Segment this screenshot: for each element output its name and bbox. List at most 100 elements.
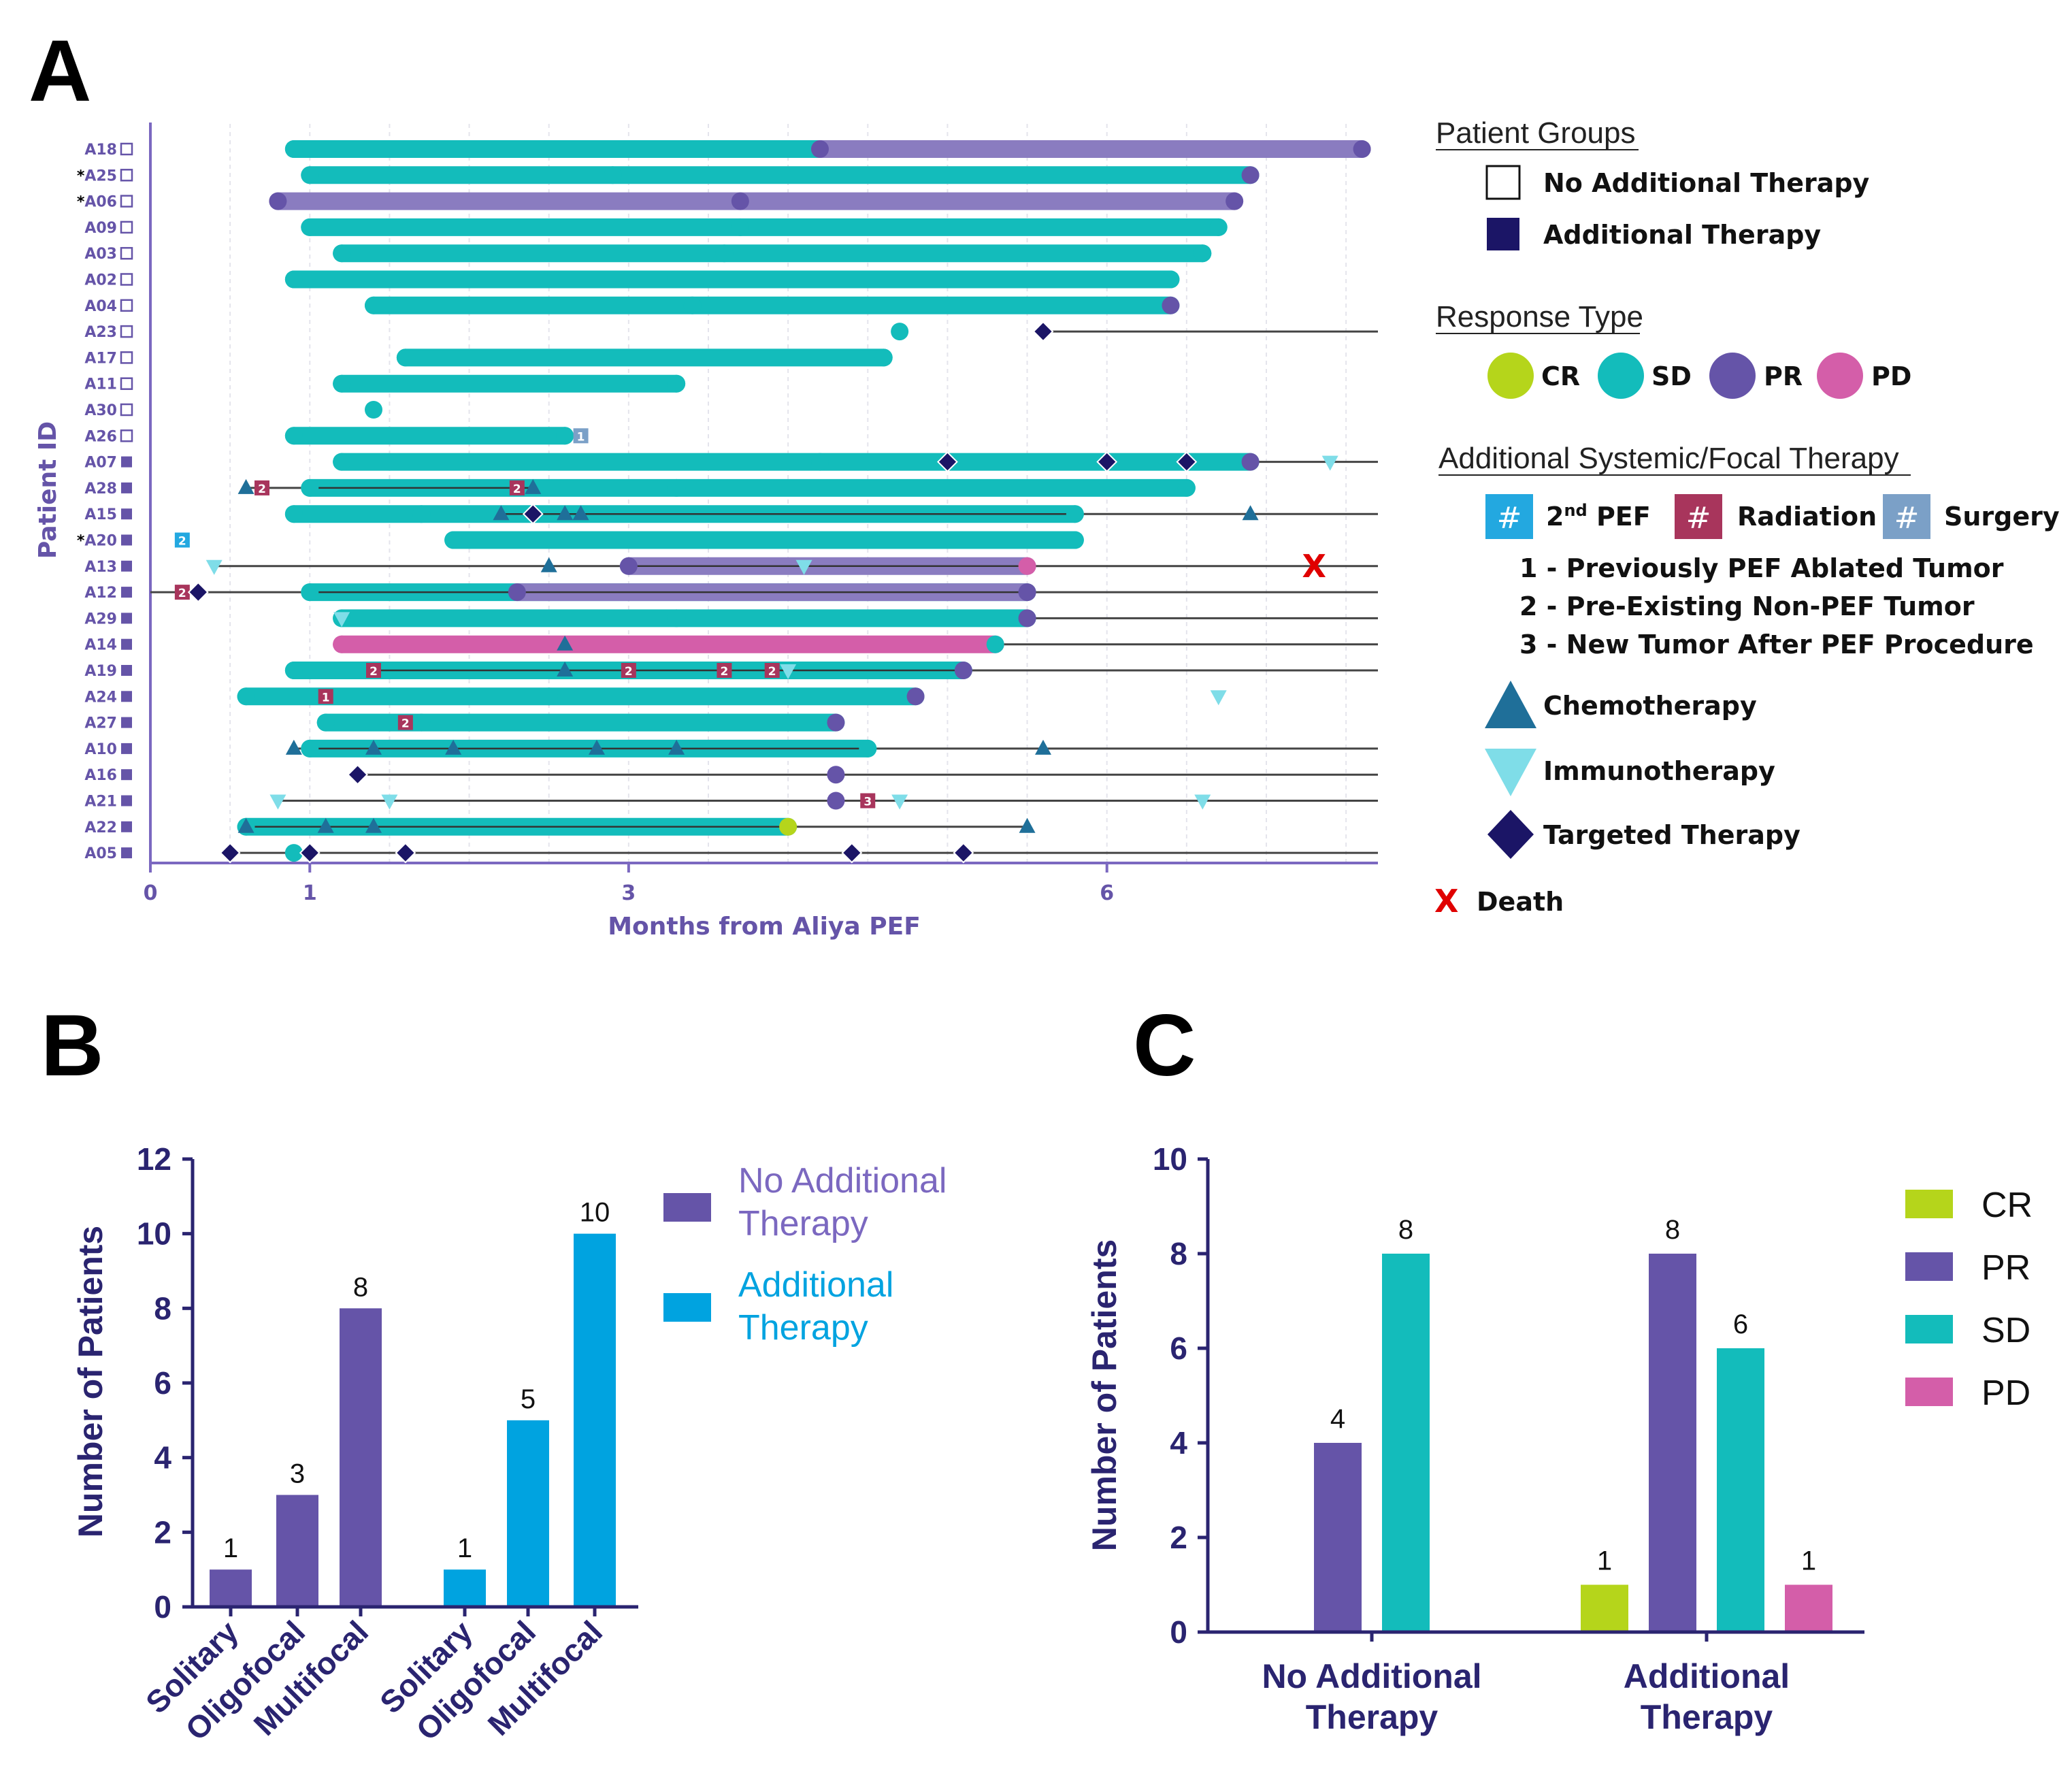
y-tick-label: 10 [137,1216,171,1252]
y-ticks: 0 2 4 6 8 10 [1153,1141,1208,1650]
legend-no-additional-line1: No Additional [738,1161,947,1201]
immunotherapy-marker [381,794,398,810]
targeted-therapy-marker [937,451,958,473]
response-dot-pr [827,713,845,732]
patient-id-label: A26 [84,428,117,445]
response-dot-pr [1353,140,1371,158]
group-marker-additional [121,743,132,754]
response-dot-pr [1226,192,1244,210]
patient-row-a06: *A06 [77,192,1244,211]
response-dot-sd [333,244,351,263]
legend-note-1: 1 - Previously PEF Ablated Tumor [1519,553,2004,583]
patient-id-label: A09 [84,220,117,237]
group-label-no-additional-1: No Additional [1262,1657,1481,1695]
legend-swatch-cr [1905,1190,1953,1218]
response-dot-sd [396,348,414,367]
radiation-marker [366,663,381,678]
response-dot-pr [619,557,638,575]
second-pef-icon [1485,494,1533,539]
legend-response-title: Response Type [1436,300,1643,333]
patient-id-label: A03 [84,246,117,263]
bar-value-label: 8 [1398,1215,1413,1245]
radiation-marker [860,793,876,809]
bars: 1Solitary3Oligofocal8Multifocal1Solitary… [139,1198,616,1747]
immunotherapy-marker [269,794,286,810]
legend-sd: SD [1651,361,1692,391]
legend-a: Patient Groups No Additional Therapy Add… [1434,116,2060,919]
y-tick-label: 4 [1170,1425,1187,1461]
patient-id-label: A19 [84,663,117,680]
response-dot-sd [301,739,319,757]
patient-id-label: A02 [84,272,117,289]
legend-pr: PR [1764,361,1803,391]
immunotherapy-marker [795,559,812,575]
group-marker-additional [121,638,132,650]
legend-chemotherapy: Chemotherapy [1543,691,1757,721]
response-dot-sd [683,296,702,314]
response-dot-sd [365,401,382,419]
bar-pd [1785,1584,1832,1632]
targeted-therapy-marker [347,764,368,785]
group-label-additional-2: Therapy [1641,1698,1773,1736]
bar-sd [1382,1254,1430,1632]
response-dot-sd [412,713,431,732]
group-marker-additional [121,560,132,572]
y-tick-label: 2 [1170,1520,1187,1555]
group-marker-additional [121,508,132,520]
group-marker-additional [121,456,132,468]
chemotherapy-marker [525,478,542,494]
response-dot-pr [1241,166,1260,184]
chemotherapy-marker [668,739,685,755]
response-dot-pr [731,192,749,210]
response-dot-pr [811,140,829,158]
legend-additional: Additional Therapy [1543,220,1821,250]
response-dot-sd [284,427,303,445]
response-dot-sd [668,374,686,393]
x-tick-label: 1 [303,881,317,905]
y-ticks: 0 2 4 6 8 10 12 [137,1141,193,1625]
targeted-therapy-marker [395,842,416,864]
second_pef-marker [174,532,190,548]
x-tick-label: 6 [1100,881,1114,905]
group-marker-none [120,299,133,312]
response-dot-sd [1066,531,1084,549]
patient-row-a30: A30 [84,401,382,419]
immunotherapy-marker [1321,455,1338,471]
patient-row-a10: A10 [84,739,1378,758]
chemotherapy-marker [1035,739,1051,755]
targeted-therapy-marker [953,842,974,864]
patient-id-label: *A06 [77,194,117,211]
bar [507,1420,549,1607]
targeted-therapy-marker [1176,451,1198,473]
patient-row-a18: A18 [84,140,1371,159]
radiation-marker-label: 1 [322,691,330,704]
group-marker-additional [121,847,132,859]
legend-note-2: 2 - Pre-Existing Non-PEF Tumor [1519,591,1975,621]
patient-id-label: A04 [84,298,117,315]
response-dot-sd [604,166,622,184]
patient-id-label: A27 [84,715,117,732]
legend-swatch-pd [1905,1378,1953,1406]
surgery-hash: # [1894,501,1920,536]
chemotherapy-marker [365,817,382,833]
patient-id-label: A14 [84,637,117,654]
bar-value-label: 8 [353,1272,368,1302]
legend-note-3: 3 - New Tumor After PEF Procedure [1519,630,2034,659]
response-dot-sd [556,427,574,445]
patient-id-label: A22 [84,819,117,836]
radiation-marker [621,663,636,678]
response-dot-sd [731,218,749,236]
pr-circle-icon [1709,353,1756,399]
patient-row-a05: A05 [84,842,1378,864]
radiation-marker [717,663,732,678]
legend-surgery: Surgery [1944,502,2060,532]
patient-row-a04: A04 [84,296,1180,315]
response-dot-sd [333,374,351,393]
y-tick-label: 12 [137,1141,171,1177]
bar [276,1495,318,1607]
radiation-marker-label: 2 [178,587,186,600]
response-dot-sd [1177,478,1196,497]
chemotherapy-marker [317,817,334,833]
patient-row-a24: A24 1 [84,687,1227,706]
patient-id-label: A11 [84,376,117,393]
